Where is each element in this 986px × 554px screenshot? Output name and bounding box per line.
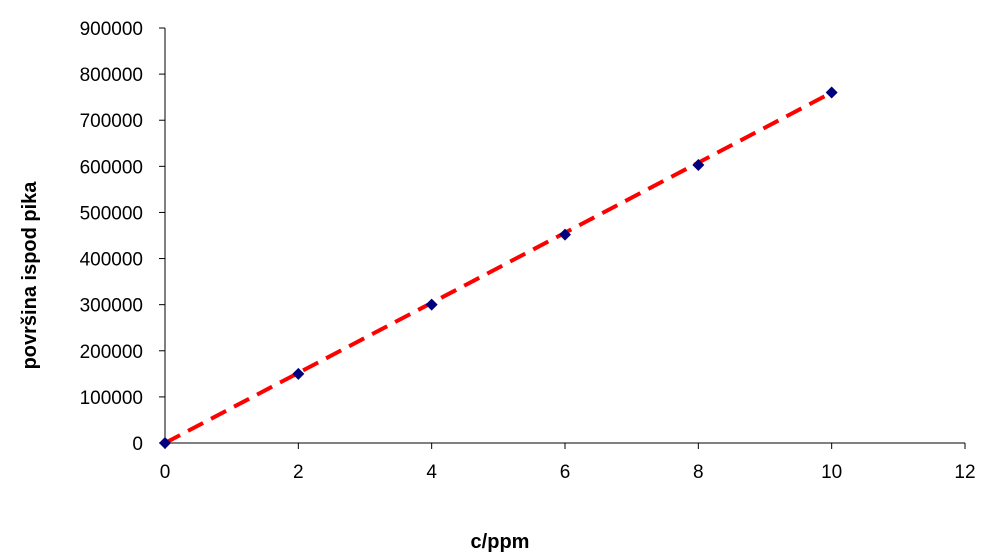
- y-tick-label: 300000: [80, 296, 143, 317]
- y-tick-label: 100000: [80, 388, 143, 409]
- data-points: [159, 86, 838, 449]
- y-tick-label: 400000: [80, 250, 143, 271]
- x-tick-label: 8: [693, 462, 704, 483]
- y-axis-ticks: 0 100000 200000 300000 400000 500000 600000 700…: [80, 19, 165, 455]
- x-axis-title: c/ppm: [471, 531, 530, 553]
- y-tick-label: 600000: [80, 157, 143, 178]
- x-tick-label: 4: [426, 462, 437, 483]
- data-point: [559, 228, 571, 241]
- y-tick-label: 900000: [80, 19, 143, 40]
- y-tick-label: 700000: [80, 111, 143, 132]
- x-axis-ticks: 0 2 4 6 8 10 12: [160, 443, 976, 483]
- y-tick-label: 800000: [80, 65, 143, 86]
- x-tick-label: 6: [560, 462, 571, 483]
- x-tick-label: 10: [821, 462, 842, 483]
- x-tick-label: 2: [293, 462, 304, 483]
- y-tick-label: 0: [132, 434, 143, 455]
- y-axis-title: površina ispod pika: [19, 181, 41, 370]
- data-point: [425, 298, 438, 311]
- y-tick-label: 500000: [80, 203, 143, 224]
- data-point: [292, 367, 305, 380]
- data-point: [825, 86, 838, 99]
- data-point: [159, 437, 171, 449]
- x-tick-label: 12: [954, 462, 975, 483]
- y-tick-label: 200000: [80, 342, 143, 363]
- trendline: [164, 90, 833, 445]
- x-tick-label: 0: [160, 462, 171, 483]
- data-point: [692, 158, 705, 171]
